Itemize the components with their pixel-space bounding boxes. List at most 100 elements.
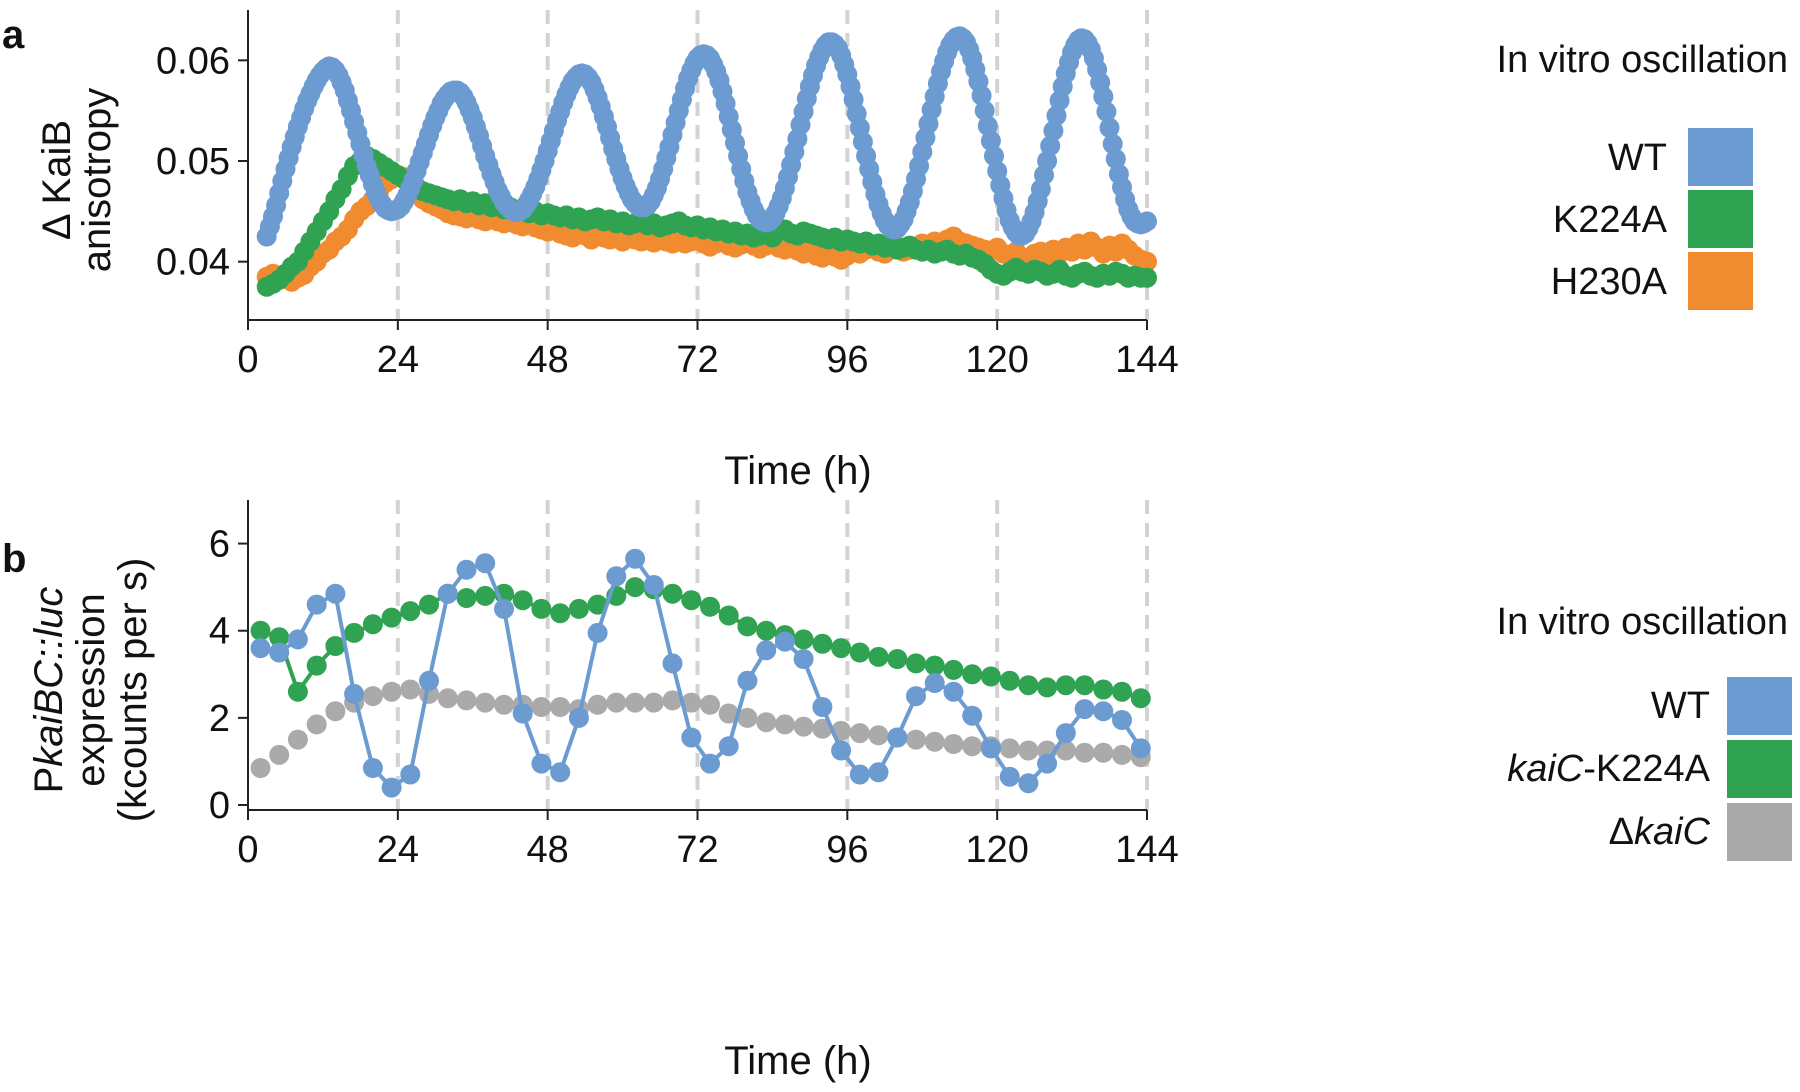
panel-b-point-kaic-k224a	[456, 588, 477, 608]
panel-b-y-axis-title-line3: (kcounts per s)	[111, 558, 155, 823]
panel-b-point-delta-kaic	[625, 692, 646, 713]
panel-a-y-tick-label: 0.04	[156, 242, 230, 284]
panel-b-point-wt	[681, 727, 702, 748]
panel-a-point-wt	[980, 130, 1001, 151]
panel-a-point-wt	[984, 146, 1004, 166]
panel-b-point-wt	[868, 762, 889, 783]
panel-a-point-wt	[1099, 117, 1120, 138]
panel-b-point-delta-kaic	[756, 712, 777, 733]
panel-b-x-tick-label: 144	[1115, 829, 1178, 871]
panel-b-point-delta-kaic	[306, 714, 327, 735]
panel-b: b 0 24 48 72 96 120 144	[2, 500, 1792, 1083]
panel-b-point-kaic-k224a	[737, 616, 758, 637]
panel-b-point-wt	[831, 740, 852, 761]
panel-a-legend: In vitro oscillation WT K224A H230A	[1497, 39, 1788, 310]
panel-b-x-ticks: 0 24 48 72 96 120 144	[237, 810, 1179, 871]
panel-b-point-delta-kaic	[662, 690, 683, 711]
panel-b-legend-label-kaic-k224a: kaiC-K224A	[1507, 748, 1710, 790]
panel-a-point-wt	[1105, 149, 1126, 169]
panel-a-legend-label-wt: WT	[1608, 137, 1667, 179]
panel-b-point-wt	[643, 575, 664, 595]
panel-a-point-h230a	[1137, 251, 1157, 272]
panel-b-point-kaic-k224a	[1093, 679, 1114, 700]
panel-a-point-wt	[1043, 120, 1064, 141]
panel-b-y-tick-label: 4	[209, 611, 230, 653]
panel-b-point-wt	[344, 683, 365, 704]
panel-b-point-wt	[512, 703, 533, 724]
panel-a-legend-title: In vitro oscillation	[1497, 39, 1788, 81]
panel-b-point-kaic-k224a	[419, 594, 439, 615]
panel-b-point-kaic-k224a	[475, 585, 496, 606]
panel-b-point-kaic-k224a	[700, 596, 720, 617]
panel-b-point-wt	[756, 640, 777, 661]
panel-b-point-wt	[306, 594, 327, 615]
panel-a-x-ticks: 0 24 48 72 96 120 144	[237, 320, 1179, 381]
panel-b-point-kaic-k224a	[906, 653, 926, 674]
panel-b-legend-swatch-delta-kaic	[1727, 803, 1792, 861]
panel-b-point-wt	[1112, 710, 1132, 730]
panel-b-point-delta-kaic	[587, 694, 608, 715]
panel-b-point-delta-kaic	[362, 686, 383, 707]
panel-b-point-delta-kaic	[494, 694, 514, 715]
panel-b-series-kaic-k224a	[250, 577, 1151, 709]
panel-b-point-wt	[924, 673, 945, 693]
panel-b-point-wt	[1074, 699, 1095, 720]
panel-b-point-kaic-k224a	[362, 614, 383, 635]
panel-b-y-ticks: 0 2 4 6	[209, 524, 248, 827]
panel-b-point-wt	[362, 758, 383, 778]
panel-b-point-wt	[774, 631, 795, 652]
panel-a-series	[256, 26, 1157, 297]
panel-b-point-kaic-k224a	[1074, 675, 1095, 696]
panel-b-series	[250, 548, 1151, 798]
panel-b-point-kaic-k224a	[287, 681, 308, 702]
panel-b-letter: b	[2, 537, 26, 581]
panel-b-point-kaic-k224a	[1037, 677, 1058, 698]
panel-b-point-wt	[1055, 723, 1076, 744]
panel-b-point-delta-kaic	[1074, 742, 1095, 763]
panel-b-point-delta-kaic	[812, 718, 833, 739]
panel-b-point-delta-kaic	[1112, 744, 1132, 765]
panel-b-point-delta-kaic	[1093, 742, 1114, 763]
panel-b-point-kaic-k224a	[568, 598, 589, 619]
panel-b-point-wt	[906, 686, 926, 707]
panel-a-point-wt	[977, 115, 998, 136]
panel-b-point-delta-kaic	[1018, 740, 1039, 761]
panel-b-point-delta-kaic	[681, 692, 702, 713]
panel-b-point-wt	[287, 629, 308, 650]
panel-b-point-kaic-k224a	[269, 627, 290, 648]
panel-b-legend: In vitro oscillation WT kaiC-K224A ΔkaiC	[1497, 601, 1792, 861]
panel-a-series-wt	[256, 26, 1157, 247]
panel-b-legend-label-delta-kaic: ΔkaiC	[1609, 811, 1711, 853]
panel-a-point-wt	[1046, 105, 1067, 126]
panel-b-point-delta-kaic	[550, 697, 571, 717]
panel-a-point-wt	[1037, 151, 1058, 171]
panel-b-point-wt	[419, 670, 439, 691]
panel-b-point-wt	[456, 559, 477, 580]
panel-b-legend-swatch-wt	[1727, 677, 1792, 735]
panel-b-point-kaic-k224a	[812, 633, 833, 654]
panel-b-point-kaic-k224a	[250, 620, 271, 641]
panel-a-point-wt	[974, 100, 995, 121]
panel-b-point-kaic-k224a	[400, 601, 421, 622]
panel-b-point-wt	[1018, 773, 1039, 794]
panel-b-point-delta-kaic	[700, 694, 720, 715]
panel-b-series-delta-kaic	[250, 679, 1151, 778]
panel-b-x-tick-label: 72	[676, 829, 718, 871]
panel-b-point-kaic-k224a	[831, 638, 852, 659]
panel-b-point-kaic-k224a	[1112, 681, 1132, 702]
panel-b-point-wt	[269, 642, 290, 663]
panel-b-point-wt	[531, 753, 552, 774]
panel-b-y-tick-label: 0	[209, 785, 230, 827]
panel-a-point-wt	[1096, 101, 1117, 122]
panel-b-point-delta-kaic	[906, 729, 926, 750]
panel-b-point-delta-kaic	[718, 703, 739, 724]
panel-b-point-kaic-k224a	[662, 583, 683, 604]
panel-a-x-axis-title: Time (h)	[724, 449, 871, 493]
panel-a-point-wt	[971, 85, 992, 106]
panel-b-point-delta-kaic	[475, 692, 496, 713]
panel-b-point-kaic-k224a	[962, 664, 983, 685]
panel-b-point-kaic-k224a	[587, 594, 608, 615]
panel-a-point-wt	[1040, 135, 1061, 156]
panel-b-point-delta-kaic	[437, 688, 458, 709]
panel-b-point-wt	[662, 653, 683, 674]
